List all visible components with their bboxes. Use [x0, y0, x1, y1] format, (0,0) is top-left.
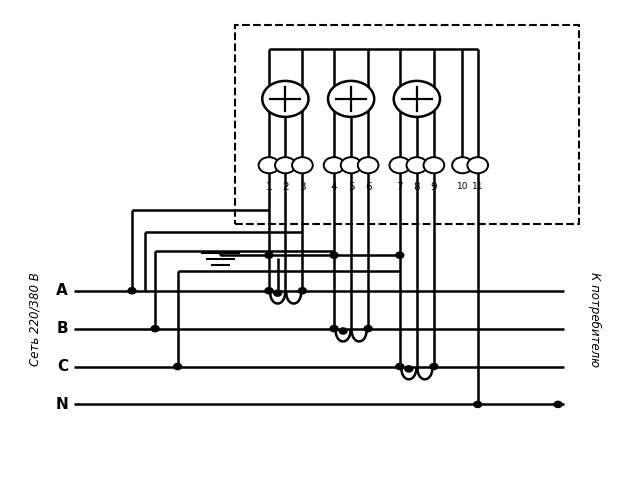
Circle shape: [554, 402, 562, 407]
Circle shape: [430, 363, 438, 370]
Circle shape: [330, 325, 338, 332]
Text: 6: 6: [365, 182, 371, 192]
Circle shape: [262, 81, 308, 117]
Circle shape: [364, 325, 372, 332]
Circle shape: [396, 252, 404, 258]
Circle shape: [423, 157, 444, 173]
Circle shape: [358, 157, 378, 173]
Text: 3: 3: [299, 182, 306, 192]
Circle shape: [259, 157, 280, 173]
Circle shape: [394, 81, 440, 117]
Circle shape: [151, 325, 159, 332]
Bar: [236, 26, 579, 225]
Circle shape: [389, 157, 410, 173]
Circle shape: [328, 81, 375, 117]
Text: К потребителю: К потребителю: [588, 272, 601, 367]
Text: B: B: [56, 321, 68, 336]
Circle shape: [341, 157, 362, 173]
Circle shape: [452, 157, 473, 173]
Text: 10: 10: [457, 182, 468, 191]
Circle shape: [128, 288, 136, 294]
Circle shape: [474, 402, 482, 407]
Text: C: C: [57, 359, 68, 374]
Text: 1: 1: [266, 182, 272, 192]
Text: 4: 4: [331, 182, 337, 192]
Circle shape: [292, 157, 313, 173]
Circle shape: [339, 328, 347, 334]
Text: 7: 7: [397, 182, 403, 192]
Text: 8: 8: [413, 182, 420, 192]
Circle shape: [265, 288, 273, 294]
Circle shape: [467, 157, 488, 173]
Text: N: N: [56, 397, 68, 412]
Circle shape: [299, 288, 307, 294]
Circle shape: [405, 366, 413, 372]
Circle shape: [173, 363, 181, 370]
Text: 9: 9: [431, 182, 437, 192]
Circle shape: [330, 252, 338, 258]
Circle shape: [324, 157, 344, 173]
Circle shape: [275, 157, 296, 173]
Circle shape: [407, 157, 427, 173]
Text: 5: 5: [348, 182, 354, 192]
Text: Сеть 220/380 В: Сеть 220/380 В: [28, 272, 41, 366]
Text: 11: 11: [472, 182, 484, 191]
Circle shape: [274, 290, 281, 296]
Circle shape: [396, 363, 404, 370]
Text: A: A: [56, 283, 68, 298]
Text: 2: 2: [282, 182, 289, 192]
Circle shape: [265, 252, 273, 258]
